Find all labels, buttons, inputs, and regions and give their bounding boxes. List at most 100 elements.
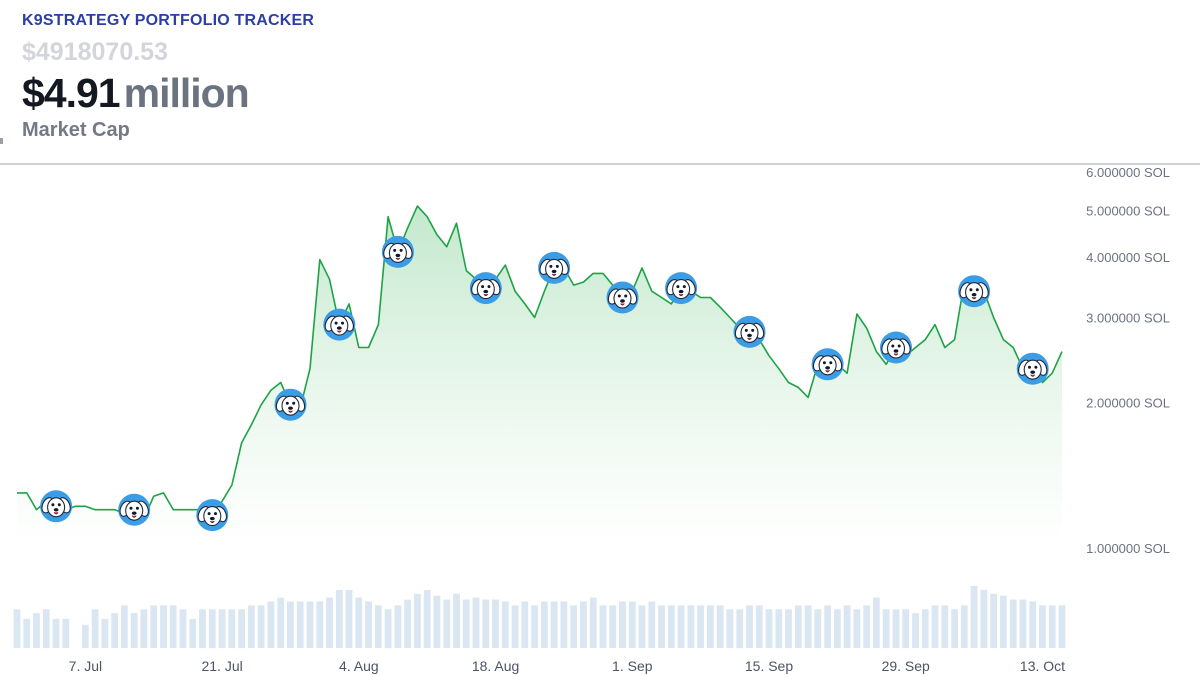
volume-bar [765,609,773,649]
volume-bar [150,605,158,648]
volume-bar [628,601,636,648]
header-divider [0,163,1200,165]
volume-bar [951,609,958,649]
x-tick-label: 15. Sep [745,658,793,674]
dog-face-icon[interactable] [118,493,151,526]
dog-face-icon[interactable] [606,281,639,314]
dog-face-icon[interactable] [40,490,73,523]
volume-bar [335,589,343,648]
volume-bar [492,599,499,648]
app-title: K9STRATEGY PORTFOLIO TRACKER [22,12,315,29]
volume-bar [785,609,792,649]
volume-bar [619,601,626,648]
volume-bar [726,609,734,649]
volume-bar [453,593,460,649]
volume-bar [179,609,187,649]
dog-face-icon[interactable] [469,272,502,305]
volume-bar [248,605,255,648]
volume-bar [326,597,333,648]
dog-face-icon[interactable] [811,348,844,381]
event-markers [40,235,1049,532]
volume-bar [1019,599,1027,648]
y-tick-label: 5.000000 SOL [1086,203,1170,218]
volume-bar [892,609,900,649]
x-tick-label: 29. Sep [882,658,930,674]
market-cap-exact-value: $4918070.53 [22,38,168,66]
volume-bar [13,609,21,649]
market-cap-headline: $4.91million [22,70,250,117]
volume-bar [433,595,441,648]
volume-bar [365,601,372,648]
volume-bar [931,605,939,648]
volume-bar [91,609,99,649]
volume-bar [609,605,617,648]
volume-bar [414,593,421,649]
volume-bar [677,605,685,648]
volume-bar [1048,605,1056,648]
dog-face-icon[interactable] [1016,352,1049,385]
dog-face-icon[interactable] [958,275,991,308]
dog-face-icon[interactable] [733,315,766,348]
volume-bar [355,597,363,648]
volume-bar [394,605,402,648]
volume-bar [843,605,851,648]
volume-bar [277,597,285,648]
dog-face-icon[interactable] [323,308,356,341]
volume-bar [599,605,607,648]
volume-bar [472,597,480,648]
y-axis: 1.000000 SOL 2.000000 SOL 3.000000 SOL 4.00… [1086,165,1170,556]
volume-bar [257,605,265,648]
volume-bar [970,586,978,648]
volume-bar [1029,601,1037,648]
x-tick-label: 18. Aug [472,658,520,674]
dog-face-icon[interactable] [665,272,698,305]
x-tick-label: 13. Oct [1020,658,1065,674]
volume-bar [101,618,109,648]
price-line [17,205,1063,520]
volume-bar [755,605,763,648]
volume-bar [560,601,568,648]
volume-bar [238,609,245,649]
volume-bar [374,605,382,648]
volume-bar [287,601,294,648]
dog-face-icon[interactable] [880,331,913,364]
volume-bar [589,597,597,648]
volume-bar [794,605,802,648]
dog-face-icon[interactable] [538,251,571,284]
volume-bar [404,599,411,648]
volume-bar [707,605,714,648]
volume-bar [658,605,665,648]
dog-face-icon[interactable] [196,499,229,532]
volume-bar [521,601,529,648]
dog-face-icon[interactable] [381,235,414,268]
volume-bar [541,601,548,648]
volume-bar [960,605,968,648]
volume-bar [306,601,314,648]
volume-bar [853,609,861,649]
x-tick-label: 21. Jul [201,658,242,674]
volume-bar [296,601,304,648]
market-cap-unit: million [123,70,250,116]
x-tick-label: 1. Sep [612,658,653,674]
volume-bar [130,613,138,648]
volume-bar [697,605,704,648]
dog-face-icon[interactable] [274,388,307,421]
volume-bar [716,605,724,648]
volume-bar [1009,599,1017,648]
volume-bar [42,609,50,649]
volume-bar [208,609,216,649]
y-tick-label: 3.000000 SOL [1086,311,1170,326]
volume-bar [531,605,538,648]
volume-bar [941,605,949,648]
volume-bar [667,605,675,648]
volume-bar [902,609,910,649]
volume-bar [511,605,519,648]
x-tick-label: 7. Jul [69,658,102,674]
volume-bar [824,605,831,648]
volume-bar [863,605,871,648]
volume-bar [638,605,646,648]
volume-bar [189,618,197,648]
volume-bars [13,586,1066,649]
x-tick-label: 4. Aug [339,658,379,674]
